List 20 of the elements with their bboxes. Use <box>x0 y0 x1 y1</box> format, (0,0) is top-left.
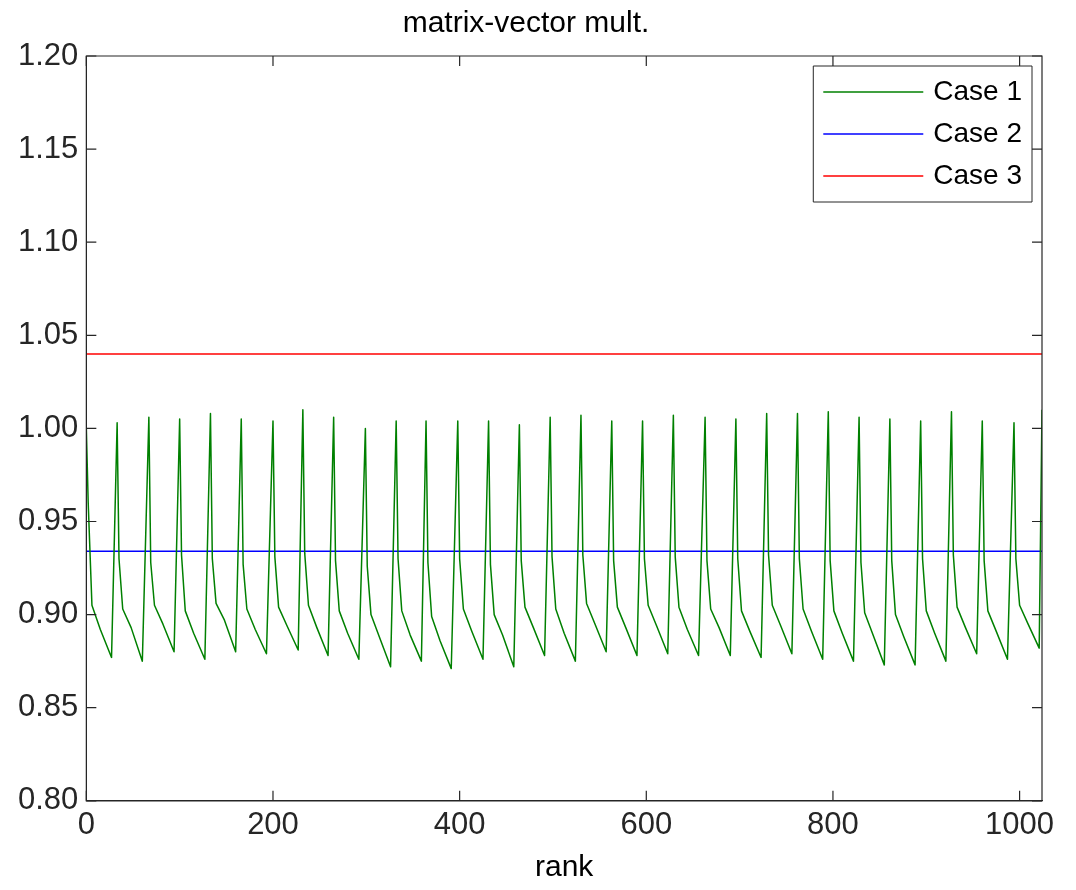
y-tick-label: 1.15 <box>17 129 79 165</box>
y-tick-label: 1.05 <box>17 315 79 351</box>
x-tick-label: 600 <box>620 805 673 841</box>
y-tick-label: 0.85 <box>17 688 79 724</box>
y-tick-label: 0.80 <box>17 781 79 817</box>
x-tick-label: 1000 <box>985 805 1055 841</box>
x-tick-label: 0 <box>77 805 95 841</box>
y-tick-label: 0.90 <box>17 595 79 631</box>
legend-label: Case 3 <box>933 158 1022 190</box>
x-tick-label: 200 <box>247 805 299 841</box>
x-axis-title: rank <box>534 849 595 883</box>
y-tick-label: 1.10 <box>17 222 79 258</box>
legend-label: Case 1 <box>933 74 1022 106</box>
y-tick-label: 1.20 <box>17 36 79 72</box>
x-tick-label: 400 <box>433 805 486 841</box>
y-tick-label: 1.00 <box>17 408 79 444</box>
legend-label: Case 2 <box>933 116 1022 148</box>
y-tick-label: 0.95 <box>17 502 79 538</box>
chart-title: matrix-vector mult. <box>402 5 650 39</box>
x-tick-label: 800 <box>807 805 859 841</box>
